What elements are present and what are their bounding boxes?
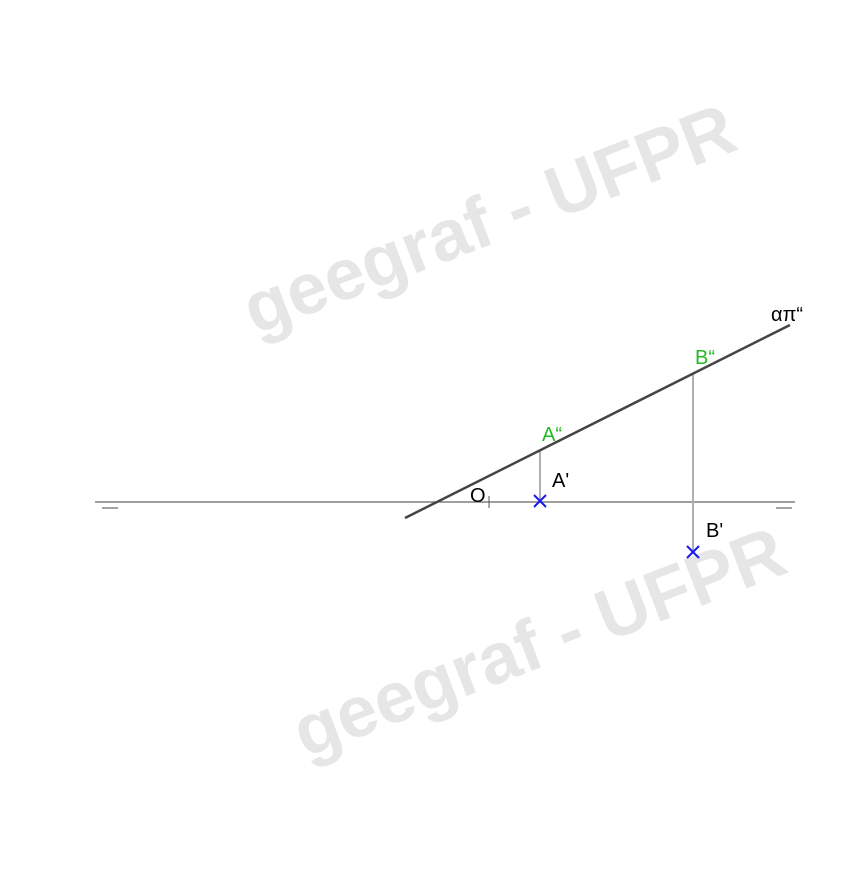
origin-label: O (470, 485, 486, 507)
watermark-bottom: geegraf - UFPR (282, 512, 796, 773)
point-a-top-marker (533, 494, 547, 508)
point-b-front-label: B“ (695, 347, 715, 369)
point-a-front-label: A“ (542, 424, 562, 446)
plane-frontal-trace (404, 323, 791, 520)
plane-trace-label: απ“ (771, 304, 803, 326)
point-b-top-marker (686, 545, 700, 559)
point-a-top-label: A' (552, 470, 569, 492)
point-b-top-label: B' (706, 520, 723, 542)
watermark-top: geegraf - UFPR (232, 89, 746, 350)
